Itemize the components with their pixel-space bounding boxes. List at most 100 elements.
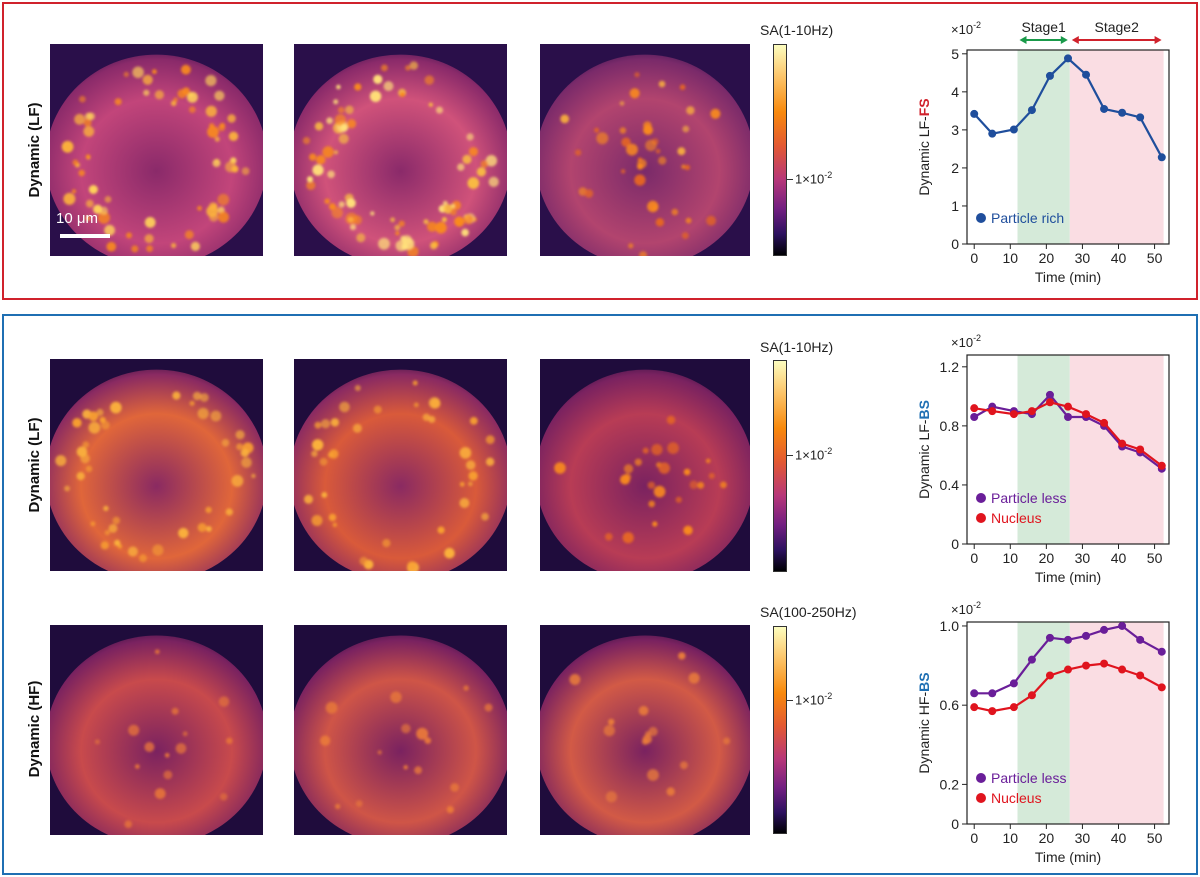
series-1-point-0: [970, 109, 979, 118]
legend-label-1: Particle less: [991, 770, 1066, 786]
x-axis-label: Time (min): [1035, 569, 1101, 585]
series-1-point-4: [1045, 633, 1054, 642]
series-1-point-3: [1027, 106, 1036, 115]
x-tick-label-5: 50: [1147, 250, 1163, 266]
series-1-point-9: [1136, 113, 1145, 122]
series-1-point-6: [1082, 70, 1091, 79]
legend-label-2: Nucleus: [991, 790, 1042, 806]
legend-marker-1: [976, 493, 986, 503]
stage-label-2: Stage2: [1095, 19, 1140, 35]
lf-bs-image-1: [50, 359, 263, 571]
y-tick-label-2: 0.6: [940, 697, 960, 713]
stage-arrowhead-left-2: [1071, 36, 1079, 44]
legend-label-1: Particle less: [991, 490, 1066, 506]
colorbar-title-top: SA(1-10Hz): [760, 22, 834, 38]
x-tick-label-4: 40: [1111, 830, 1127, 846]
series-1-point-8: [1118, 621, 1127, 630]
legend-marker-1: [976, 773, 986, 783]
top-panel-frame: [2, 2, 1198, 300]
axis-multiplier: ×10-2: [951, 333, 981, 350]
x-tick-label-5: 50: [1147, 830, 1163, 846]
row-label-bottom-lf: Dynamic (LF): [26, 417, 43, 513]
y-tick-label-3: 1.0: [940, 618, 960, 634]
series-1-point-4: [1045, 390, 1054, 399]
x-tick-label-2: 20: [1039, 550, 1055, 566]
stage-arrowhead-left-1: [1019, 36, 1027, 44]
x-axis-label: Time (min): [1035, 849, 1101, 865]
series-2-point-10: [1157, 683, 1166, 692]
lf-fs-image-1: [50, 44, 263, 256]
y-tick-label-1: 0.4: [940, 477, 960, 493]
hf-bs-image-2: [294, 625, 507, 835]
scale-bar: [60, 234, 110, 238]
lf-bs-image-2: [294, 359, 507, 571]
scale-bar-label: 10 μm: [56, 210, 98, 227]
y-tick-label-1: 1: [951, 198, 959, 214]
series-2-point-4: [1045, 671, 1054, 680]
stage-arrowhead-right-1: [1060, 36, 1068, 44]
stage-arrowhead-right-2: [1154, 36, 1162, 44]
series-1-point-9: [1136, 635, 1145, 644]
lf-fs-image-3: [540, 44, 750, 256]
series-2-point-6: [1082, 661, 1091, 670]
x-tick-label-3: 30: [1075, 550, 1091, 566]
x-axis-label: Time (min): [1035, 269, 1101, 285]
colorbar-top: [773, 44, 787, 256]
series-1-point-2: [1009, 679, 1018, 688]
series-2-point-1: [988, 707, 997, 716]
series-2-point-9: [1136, 445, 1145, 454]
stage-band-2: [1069, 355, 1164, 544]
chart-hf-bs: 0 10 20 30 40 50 0 0.2 0.6 1.0×10-2 Time (min) Dyna…: [916, 600, 1170, 865]
legend-marker-2: [976, 793, 986, 803]
series-1-point-0: [970, 413, 979, 422]
series-1-point-5: [1064, 54, 1072, 63]
series-2-point-0: [970, 703, 979, 712]
series-1-point-7: [1100, 625, 1109, 634]
x-tick-label-1: 10: [1002, 550, 1018, 566]
series-2-point-3: [1027, 407, 1036, 416]
series-1-point-1: [988, 129, 997, 138]
y-tick-label-1: 0.2: [940, 776, 960, 792]
chart-lf-bs: 0 10 20 30 40 50 0 0.4 0.8 1.2 ×10-2 Time (min) Dyna…: [916, 333, 1170, 585]
row-label-bottom-hf: Dynamic (HF): [26, 680, 43, 778]
colorbar-ticklabel-top: 1×10-2: [795, 170, 833, 187]
axis-multiplier: ×10-2: [951, 20, 981, 37]
legend-label-1: Particle rich: [991, 210, 1064, 226]
series-1-point-5: [1064, 635, 1072, 644]
colorbar-ticklabel-bottom-hf: 1×10-2: [795, 691, 833, 708]
plot-frame: [966, 49, 1170, 245]
legend-marker-2: [976, 513, 986, 523]
x-tick-label-0: 0: [970, 550, 978, 566]
series-1-point-4: [1045, 71, 1054, 80]
y-tick-label-4: 4: [951, 84, 959, 100]
series-1-point-5: [1064, 413, 1072, 422]
y-tick-label-3: 1.2: [940, 359, 960, 375]
series-2-point-10: [1157, 461, 1166, 470]
colorbar-tick-bottom-lf: [787, 455, 793, 456]
x-tick-label-4: 40: [1111, 550, 1127, 566]
series-2-point-2: [1009, 703, 1018, 712]
colorbar-bottom-lf: [773, 360, 787, 572]
colorbar-tick-bottom-hf: [787, 700, 793, 701]
hf-bs-image-3: [540, 625, 750, 835]
series-2-point-7: [1100, 659, 1109, 668]
x-tick-label-2: 20: [1039, 830, 1055, 846]
series-1-point-7: [1100, 104, 1109, 113]
colorbar-bottom-hf: [773, 626, 787, 834]
series-1-point-10: [1157, 647, 1166, 656]
lf-bs-image-3: [540, 359, 750, 571]
x-tick-label-0: 0: [970, 830, 978, 846]
x-tick-label-4: 40: [1111, 250, 1127, 266]
stage-band-2: [1069, 50, 1164, 244]
x-tick-label-5: 50: [1147, 550, 1163, 566]
series-2-point-0: [970, 404, 979, 413]
series-1-point-3: [1027, 655, 1036, 664]
stage-band-1: [1017, 622, 1070, 824]
legend-marker-1: [976, 213, 986, 223]
y-tick-label-0: 0: [951, 236, 959, 252]
series-2-point-4: [1045, 398, 1054, 407]
y-tick-label-2: 0.8: [940, 418, 960, 434]
stage-band-2: [1069, 622, 1164, 824]
y-tick-label-0: 0: [951, 536, 959, 552]
plot-frame: [966, 354, 1170, 545]
